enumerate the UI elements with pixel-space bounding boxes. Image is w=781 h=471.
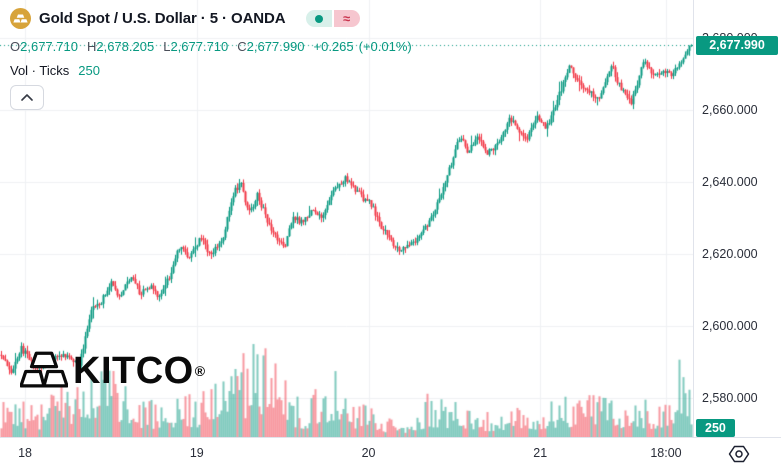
- time-axis-tick: 21: [533, 446, 548, 460]
- delayed-data-approx-icon: ≈: [342, 11, 351, 26]
- volume-indicator-legend[interactable]: Vol · Ticks 250: [10, 61, 100, 79]
- low-value: 2,677.710: [170, 38, 229, 54]
- status-chips: ≈: [305, 10, 360, 27]
- current-price-label: 2,677.990: [696, 35, 778, 55]
- kitco-watermark: KITCO ®: [20, 350, 205, 391]
- price-axis-tick: 2,660.000: [702, 102, 758, 117]
- price-axis-tick: 2,580.000: [702, 391, 758, 406]
- high-label: H: [86, 38, 97, 54]
- pane-settings-hexagon-icon: [728, 445, 750, 463]
- time-axis-tick: 18: [18, 446, 32, 460]
- price-axis-tick: 2,600.000: [702, 318, 758, 333]
- change-percent: (+0.01%): [358, 38, 412, 54]
- volume-indicator-value: 250: [78, 62, 100, 78]
- volume-indicator-name: Vol · Ticks: [10, 62, 70, 78]
- open-label: O: [10, 38, 21, 54]
- open-value: 2,677.710: [20, 38, 78, 54]
- change-value: +0.265: [313, 38, 354, 54]
- price-axis[interactable]: 2,677.990 250 2,680.0002,660.0002,640.00…: [693, 0, 781, 437]
- collapse-legend-button[interactable]: [10, 85, 44, 110]
- volume-scale-label: 250: [696, 419, 735, 437]
- high-value: 2,678.205: [96, 38, 155, 54]
- price-axis-tick: 2,620.000: [702, 246, 758, 261]
- registered-mark: ®: [194, 362, 206, 379]
- time-axis[interactable]: 18 19 20 21 18:00: [0, 437, 781, 471]
- chevron-up-icon: [21, 94, 33, 101]
- gold-bars-icon: [10, 7, 31, 29]
- ohlc-readout: O2,677.710 H2,678.205 L2,677.710 C2,677.…: [10, 37, 412, 55]
- low-label: L: [163, 38, 171, 54]
- price-axis-tick: 2,640.000: [702, 174, 758, 189]
- market-status-dot-icon: [314, 14, 323, 23]
- market-status-chip[interactable]: [305, 10, 332, 27]
- pane-settings-button[interactable]: [726, 443, 752, 465]
- kitco-ingots-icon: [20, 351, 68, 388]
- symbol-title[interactable]: Gold Spot / U.S. Dollar · 5 · OANDA: [39, 9, 286, 27]
- time-axis-tick: 20: [361, 446, 376, 460]
- price-chart-canvas[interactable]: [0, 0, 693, 437]
- time-axis-tick: 18:00: [650, 446, 682, 460]
- close-value: 2,677.990: [246, 38, 305, 54]
- close-label: C: [237, 38, 247, 54]
- delayed-data-chip[interactable]: ≈: [333, 10, 360, 27]
- chart-legend: Gold Spot / U.S. Dollar · 5 · OANDA ≈ O2…: [10, 6, 412, 110]
- kitco-brand-text: KITCO: [73, 349, 194, 392]
- time-axis-tick: 19: [189, 446, 204, 460]
